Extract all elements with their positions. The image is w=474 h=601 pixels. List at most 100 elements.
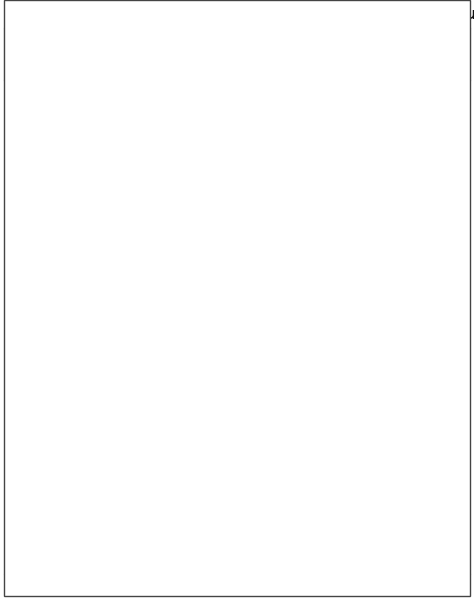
Bar xyxy=(4,28,311,80)
Text: 5: 5 xyxy=(438,514,444,524)
Bar xyxy=(4,406,239,428)
Text: 8,972: 8,972 xyxy=(275,514,308,524)
Bar xyxy=(239,508,311,530)
Text: 25: 25 xyxy=(434,244,448,254)
Bar xyxy=(311,238,412,260)
Bar xyxy=(4,80,470,104)
Text: 1,598: 1,598 xyxy=(276,132,308,142)
Text: 25: 25 xyxy=(434,154,448,164)
Text: Above 40000 kgs: Above 40000 kgs xyxy=(8,412,104,422)
Bar xyxy=(412,362,470,384)
Bar xyxy=(4,194,239,216)
Bar xyxy=(311,508,412,530)
Text: Category: Category xyxy=(8,66,64,76)
Text: GOODS CARRYING VEHICLES –: GOODS CARRYING VEHICLES – xyxy=(8,285,194,295)
Bar xyxy=(311,406,412,428)
Bar xyxy=(412,486,470,508)
Text: Proposed
premium from
April 1, 2016: Proposed premium from April 1, 2016 xyxy=(317,43,406,76)
Bar xyxy=(4,216,239,238)
Bar xyxy=(311,148,412,170)
Text: 30: 30 xyxy=(434,412,448,422)
Text: More than 7500 kgs but below 12000 kgs: More than 7500 kgs but below 12000 kgs xyxy=(8,346,239,356)
Text: TWO WHEELERS: TWO WHEELERS xyxy=(8,177,109,187)
Text: Existing
premium: Existing premium xyxy=(248,55,303,76)
Bar xyxy=(412,194,470,216)
Text: 25: 25 xyxy=(434,390,448,400)
Bar xyxy=(239,194,311,216)
Text: 569: 569 xyxy=(387,200,408,210)
Text: 24,708: 24,708 xyxy=(369,390,408,400)
Text: 11,528: 11,528 xyxy=(369,492,408,502)
Bar xyxy=(412,406,470,428)
Text: 13,879: 13,879 xyxy=(269,558,308,568)
Text: Proposed revision in third-party motor insurance premium: Proposed revision in third-party motor i… xyxy=(7,7,474,22)
Text: 11,149: 11,149 xyxy=(269,536,308,546)
Text: 15,365: 15,365 xyxy=(269,346,308,356)
Bar xyxy=(4,362,239,384)
Bar xyxy=(4,464,239,486)
Text: 554: 554 xyxy=(286,244,308,254)
Text: Not exceeding 7500 kgs: Not exceeding 7500 kgs xyxy=(8,324,143,334)
Text: 1,468: 1,468 xyxy=(276,110,308,120)
Text: Above 40000 kgs: Above 40000 kgs xyxy=(8,558,104,568)
Text: Above 75 cc but below 150 cc: Above 75 cc but below 150 cc xyxy=(8,222,175,232)
Text: 30: 30 xyxy=(434,492,448,502)
Bar xyxy=(4,148,239,170)
Text: Above 20000 kgs but below 40000 kgs: Above 20000 kgs but below 40000 kgs xyxy=(8,536,224,546)
Bar xyxy=(239,486,311,508)
Bar xyxy=(412,216,470,238)
Text: 10: 10 xyxy=(434,200,448,210)
Text: 796: 796 xyxy=(386,266,408,276)
Bar xyxy=(4,530,239,552)
Text: 30: 30 xyxy=(434,110,448,120)
Text: 8,721: 8,721 xyxy=(276,470,308,480)
Bar xyxy=(311,464,412,486)
Bar xyxy=(412,104,470,126)
Text: 9,390: 9,390 xyxy=(376,514,408,524)
Text: 6,164: 6,164 xyxy=(376,154,408,164)
Text: 519: 519 xyxy=(286,200,308,210)
Text: 19,766: 19,766 xyxy=(269,390,308,400)
Bar xyxy=(412,260,470,282)
Text: Source: Irdai: Source: Irdai xyxy=(8,580,74,590)
Text: PRIVATE CARS: PRIVATE CARS xyxy=(8,87,97,97)
Text: 15,365: 15,365 xyxy=(369,346,408,356)
Bar xyxy=(239,340,311,362)
Bar xyxy=(311,194,412,216)
Bar xyxy=(239,362,311,384)
Text: 884: 884 xyxy=(286,266,308,276)
Bar xyxy=(412,530,470,552)
Bar xyxy=(412,508,470,530)
Text: Not exceeding 75 cc: Not exceeding 75 cc xyxy=(8,200,122,210)
Bar xyxy=(412,318,470,340)
Bar xyxy=(4,318,239,340)
Text: 0: 0 xyxy=(438,324,444,334)
Bar xyxy=(311,126,412,148)
Bar xyxy=(311,216,412,238)
Bar xyxy=(4,384,239,406)
Text: 14,390: 14,390 xyxy=(269,324,308,334)
Bar xyxy=(239,238,311,260)
Bar xyxy=(311,384,412,406)
Text: 25,800: 25,800 xyxy=(369,412,408,422)
Bar xyxy=(4,428,470,464)
Bar xyxy=(239,104,311,126)
Bar xyxy=(4,170,470,194)
Bar xyxy=(239,126,311,148)
Bar xyxy=(4,260,239,282)
Text: 15: 15 xyxy=(434,368,448,378)
Bar xyxy=(4,104,239,126)
Bar xyxy=(412,148,470,170)
Text: 538: 538 xyxy=(286,222,308,232)
Bar xyxy=(239,406,311,428)
Text: Not exceeding 1000 cc: Not exceeding 1000 cc xyxy=(8,110,136,120)
Text: 1,908: 1,908 xyxy=(376,110,408,120)
Text: Above 20000 kgs but below 40000 kgs: Above 20000 kgs but below 40000 kgs xyxy=(8,390,224,400)
Text: 14,390: 14,390 xyxy=(369,324,408,334)
Bar xyxy=(239,260,311,282)
Bar xyxy=(311,340,412,362)
Bar xyxy=(4,282,470,318)
Bar xyxy=(311,530,412,552)
Bar xyxy=(311,486,412,508)
Text: public carriers (other than 3 wheelers): public carriers (other than 3 wheelers) xyxy=(8,305,223,315)
